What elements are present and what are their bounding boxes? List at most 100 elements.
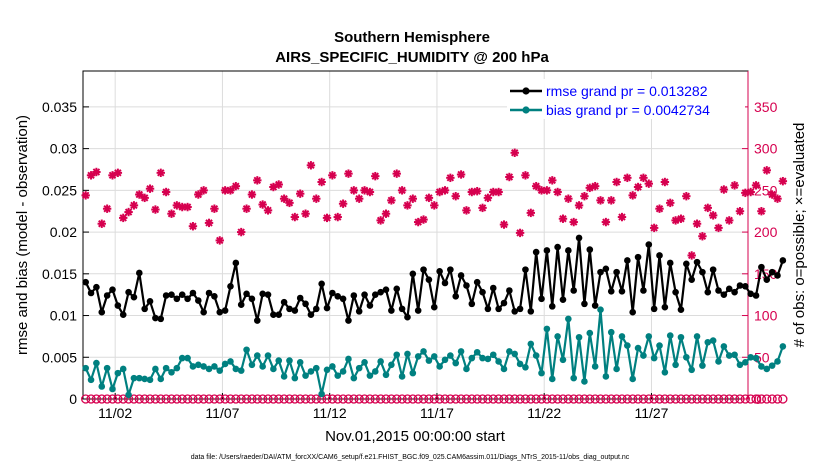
- obs-evaluated-point: [124, 207, 133, 217]
- rmse-point: [602, 265, 610, 273]
- bias-point: [414, 353, 422, 360]
- obs-evaluated-point: [365, 187, 375, 197]
- obs-evaluated-point: [376, 216, 385, 225]
- rmse-point: [291, 307, 299, 314]
- obs-evaluated-point: [649, 223, 659, 233]
- obs-possible-point: [236, 394, 246, 404]
- obs-possible-point: [504, 394, 515, 404]
- obs-evaluated-point: [757, 207, 766, 216]
- obs-possible-point: [456, 394, 466, 404]
- obs-evaluated-point: [569, 217, 578, 227]
- rmse-point: [377, 288, 384, 296]
- obs-evaluated-point: [558, 214, 568, 223]
- obs-possible-point: [601, 394, 611, 404]
- rmse-point: [243, 290, 250, 298]
- obs-evaluated-point: [349, 186, 359, 195]
- obs-evaluated-point: [317, 177, 326, 187]
- rmse-point: [575, 234, 583, 242]
- rmse-point: [146, 298, 154, 305]
- rmse-point: [527, 308, 535, 315]
- obs-possible-point: [762, 394, 772, 404]
- rmse-point: [543, 247, 551, 254]
- rmse-point: [747, 290, 754, 298]
- rmse-point: [495, 305, 502, 313]
- obs-evaluated-point: [306, 161, 316, 170]
- rmse-point: [624, 257, 631, 264]
- rmse-point: [109, 286, 116, 293]
- obs-evaluated-point: [623, 173, 632, 183]
- rmse-point: [162, 292, 170, 299]
- obs-possible-point: [654, 394, 665, 404]
- bias-point: [291, 374, 299, 382]
- rmse-point: [758, 263, 765, 271]
- y-tick-label: 0.03: [50, 141, 77, 157]
- legend-rmse-label: rmse grand pr = 0.013282: [546, 83, 708, 99]
- obs-possible-point: [756, 394, 767, 404]
- bias-point: [152, 365, 159, 373]
- bias-point: [543, 325, 551, 333]
- bias-point: [511, 350, 519, 358]
- obs-evaluated-point: [478, 203, 487, 213]
- bias-point: [253, 352, 261, 359]
- bias-point: [672, 361, 679, 369]
- obs-possible-point: [660, 394, 670, 404]
- obs-evaluated-point: [247, 190, 257, 199]
- rmse-point: [468, 300, 476, 308]
- obs-possible-point: [140, 394, 150, 404]
- obs-possible-point: [778, 394, 788, 404]
- y-tick-label: 0.02: [50, 224, 77, 240]
- obs-possible-point: [402, 394, 413, 404]
- y2-tick-label: 350: [754, 99, 778, 115]
- rmse-point: [629, 308, 636, 316]
- obs-evaluated-point: [344, 169, 353, 178]
- obs-possible-point: [606, 394, 616, 404]
- obs-possible-point: [134, 394, 144, 404]
- rmse-point: [409, 270, 417, 278]
- obs-evaluated-point: [97, 219, 106, 228]
- obs-evaluated-point: [183, 202, 192, 212]
- rmse-point: [677, 306, 685, 313]
- obs-possible-point: [386, 394, 397, 404]
- obs-possible-point: [590, 394, 600, 404]
- obs-evaluated-point: [633, 182, 643, 192]
- rmse-point: [634, 253, 642, 261]
- obs-possible-point: [461, 394, 472, 404]
- obs-evaluated-point: [215, 236, 224, 245]
- obs-evaluated-point: [381, 209, 391, 218]
- obs-possible-point: [440, 394, 450, 404]
- obs-evaluated-point: [354, 194, 364, 203]
- rmse-point: [398, 305, 406, 313]
- rmse-point: [742, 283, 749, 290]
- bias-point: [420, 348, 427, 355]
- bias-point: [114, 369, 122, 377]
- obs-evaluated-point: [590, 181, 600, 191]
- rmse-point: [640, 287, 647, 294]
- rmse-point: [237, 301, 245, 308]
- bias-point: [457, 348, 465, 355]
- obs-evaluated-point: [419, 215, 428, 224]
- bias-point: [312, 364, 320, 372]
- obs-evaluated-point: [773, 194, 782, 203]
- obs-evaluated-point: [714, 223, 723, 233]
- bias-point: [522, 363, 529, 371]
- rmse-point: [559, 296, 567, 303]
- rmse-point: [296, 294, 304, 302]
- obs-possible-point: [418, 394, 429, 404]
- obs-possible-point: [429, 394, 439, 404]
- obs-possible-point: [182, 394, 193, 404]
- bias-point: [109, 385, 116, 393]
- obs-possible-point: [472, 394, 482, 404]
- legend-bias-label: bias grand pr = 0.0042734: [546, 102, 710, 118]
- rmse-point: [259, 290, 266, 298]
- obs-possible-point: [300, 394, 311, 404]
- obs-evaluated-point: [446, 173, 455, 183]
- obs-possible-point: [81, 394, 91, 404]
- y2-tick-label: 300: [754, 141, 778, 157]
- obs-possible-point: [767, 394, 777, 404]
- obs-possible-point: [247, 394, 257, 404]
- rmse-point: [178, 291, 186, 298]
- rmse-point: [136, 269, 143, 277]
- bias-point: [404, 350, 411, 358]
- rmse-point: [130, 293, 138, 301]
- rmse-point: [479, 288, 486, 296]
